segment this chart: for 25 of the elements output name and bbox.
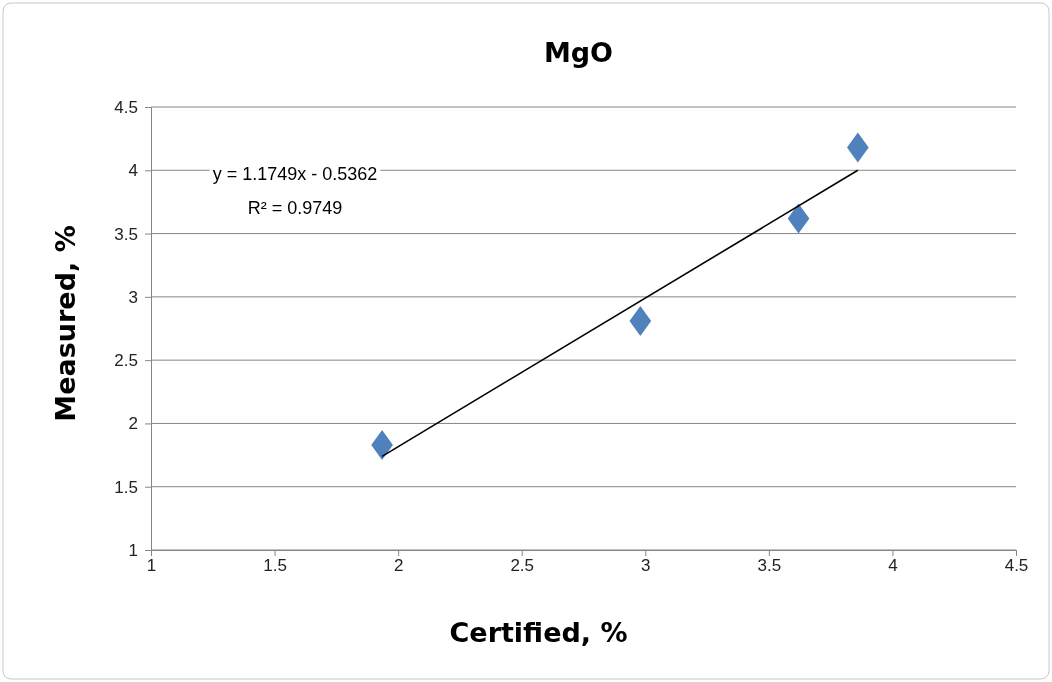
chart-title: MgO xyxy=(543,37,614,68)
y-tick-label: 4.5 xyxy=(114,97,138,117)
y-tick-label: 3 xyxy=(128,287,138,307)
y-tick-label: 1 xyxy=(128,540,138,560)
x-tick-label: 3.5 xyxy=(757,556,782,576)
y-tick-label: 2.5 xyxy=(114,351,138,371)
point xyxy=(371,429,393,460)
point xyxy=(787,203,810,234)
x-tick-label: 1.5 xyxy=(263,556,287,576)
x-tick-label: 2.5 xyxy=(510,556,535,576)
y-tick-label: 3.5 xyxy=(114,224,138,244)
point xyxy=(629,305,652,336)
annotation: y = 1.1749x - 0.5362 xyxy=(212,164,378,184)
x-tick-label: 4.5 xyxy=(1004,556,1029,576)
y-tick-label: 4 xyxy=(128,161,138,181)
x-tick-label: 4 xyxy=(888,556,898,576)
x-tick-label: 3 xyxy=(641,556,651,576)
x-tick-label: 2 xyxy=(393,556,404,576)
x-axis-title: Certified, % xyxy=(449,617,628,648)
y-tick-label: 2 xyxy=(128,414,138,434)
y-axis-title: Measured, % xyxy=(50,225,81,422)
point xyxy=(847,132,869,163)
annotation: R² = 0.9749 xyxy=(247,198,343,218)
y-tick-label: 1.5 xyxy=(114,477,138,497)
x-tick-label: 1 xyxy=(146,556,157,576)
